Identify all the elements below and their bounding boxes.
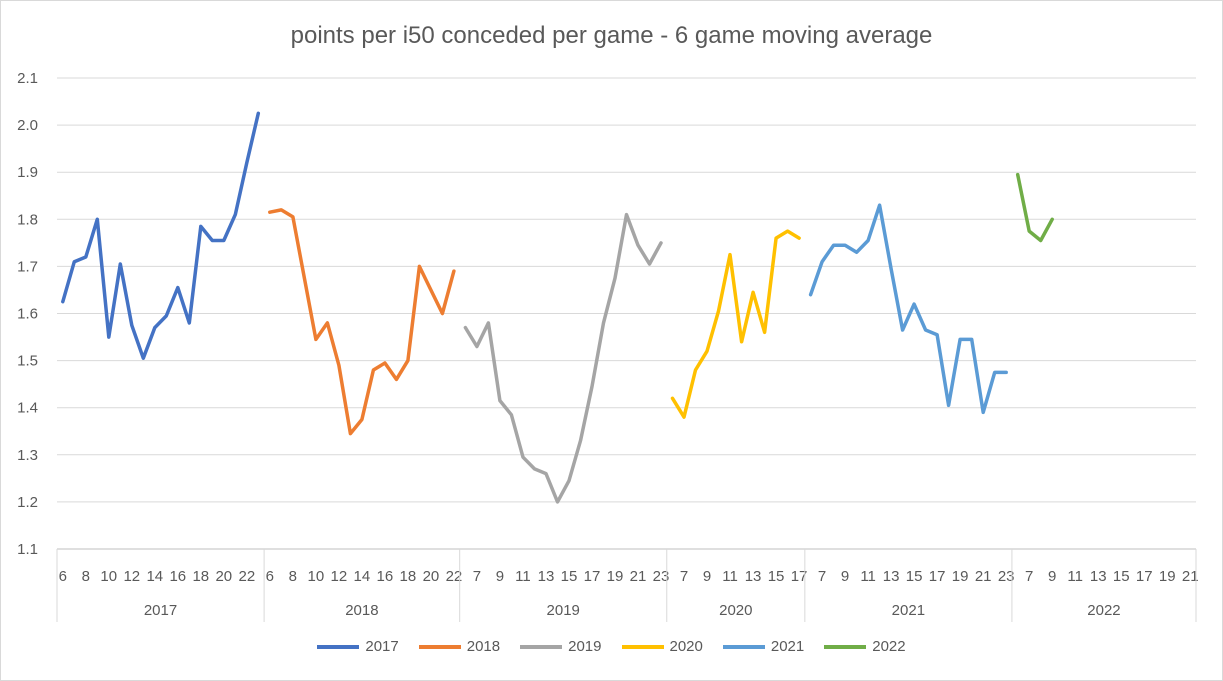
x-tick-label: 11 [515,568,531,585]
x-tick-label: 9 [703,568,711,585]
series-line-2017 [61,111,261,360]
legend-swatch [418,644,461,649]
x-tick-label: 17 [791,568,808,585]
x-tick-label: 15 [906,568,923,585]
y-tick-label: 1.8 [17,211,38,228]
x-group-label: 2019 [547,602,580,619]
x-tick-label: 11 [722,568,738,585]
x-tick-label: 21 [975,568,992,585]
x-tick-label: 21 [630,568,647,585]
x-tick-label: 9 [841,568,849,585]
x-tick-label: 20 [215,568,232,585]
legend-swatch [621,644,664,649]
y-axis-ticks: 1.1 1.2 1.3 1.4 1.5 1.6 1.7 1.8 1.9 2.0 2.1 [17,70,38,558]
series-line-2022 [1015,172,1054,243]
x-tick-label: 9 [1048,568,1056,585]
x-tick-label: 15 [768,568,785,585]
y-tick-label: 2.1 [17,70,38,87]
x-tick-label: 20 [423,568,440,585]
x-tick-label: 16 [377,568,394,585]
x-tick-label: 16 [169,568,186,585]
x-tick-label: 17 [584,568,601,585]
x-tick-label: 13 [883,568,900,585]
x-tick-label: 9 [496,568,504,585]
x-tick-label: 23 [998,568,1015,585]
legend-swatch [317,644,360,649]
x-tick-label: 13 [1090,568,1107,585]
legend-swatch [722,644,765,649]
legend-label: 2022 [872,638,906,655]
series-line-2018 [268,208,456,436]
series-line-2021 [808,203,1008,415]
y-tick-label: 1.2 [17,494,38,511]
legend-swatch [520,644,563,649]
chart-title: points per i50 conceded per game - 6 gam… [290,22,933,49]
series-lines [61,111,1054,504]
x-tick-label: 19 [1159,568,1176,585]
x-tick-label: 17 [1136,568,1153,585]
x-group-label: 2018 [345,602,378,619]
x-tick-label: 22 [446,568,463,585]
legend-label: 2017 [365,638,399,655]
legend: 2017 2018 2019 2020 2021 2022 [0,638,1223,655]
legend-item-2022: 2022 [824,638,906,655]
x-tick-label: 15 [561,568,578,585]
x-tick-label: 14 [146,568,163,585]
x-tick-label: 12 [123,568,140,585]
x-tick-label: 7 [818,568,826,585]
x-tick-label: 13 [538,568,555,585]
y-tick-label: 1.4 [17,400,38,417]
y-tick-label: 1.9 [17,164,38,181]
legend-item-2017: 2017 [317,638,399,655]
x-tick-label: 13 [745,568,762,585]
series-line-2020 [670,229,801,419]
y-tick-label: 1.3 [17,447,38,464]
x-tick-label: 11 [860,568,876,585]
gridlines [57,77,1196,550]
x-tick-label: 6 [266,568,274,585]
x-tick-label: 14 [354,568,371,585]
x-tick-label: 11 [1067,568,1083,585]
y-tick-label: 1.7 [17,258,38,275]
legend-item-2020: 2020 [621,638,703,655]
x-tick-label: 21 [1182,568,1199,585]
x-tick-label: 7 [680,568,688,585]
legend-label: 2019 [568,638,602,655]
x-tick-label: 6 [59,568,67,585]
y-tick-label: 1.1 [17,541,38,558]
legend-label: 2018 [466,638,501,655]
x-tick-label: 7 [1025,568,1033,585]
legend-swatch [824,644,867,649]
legend-item-2019: 2019 [520,638,602,655]
x-tick-label: 22 [238,568,255,585]
legend-label: 2021 [770,638,805,655]
x-tick-label: 8 [289,568,297,585]
x-tick-label: 17 [929,568,946,585]
x-tick-label: 10 [100,568,117,585]
legend-item-2021: 2021 [722,638,805,655]
x-tick-label: 19 [607,568,624,585]
x-tick-label: 10 [308,568,325,585]
x-group-label: 2020 [719,602,752,619]
y-tick-label: 2.0 [17,117,38,134]
x-tick-label: 8 [82,568,90,585]
legend-label: 2020 [669,638,703,655]
x-tick-label: 15 [1113,568,1130,585]
x-tick-label: 7 [473,568,481,585]
x-tick-label: 23 [653,568,670,585]
y-tick-label: 1.6 [17,306,38,323]
y-tick-label: 1.5 [17,353,38,370]
series-line-2019 [463,212,663,504]
x-group-label: 2017 [144,602,177,619]
x-tick-label: 18 [400,568,417,585]
x-tick-label: 18 [192,568,209,585]
x-group-label: 2022 [1087,602,1120,619]
x-group-label: 2021 [892,602,925,619]
legend-item-2018: 2018 [418,638,501,655]
x-tick-label: 19 [952,568,969,585]
x-tick-label: 12 [331,568,348,585]
